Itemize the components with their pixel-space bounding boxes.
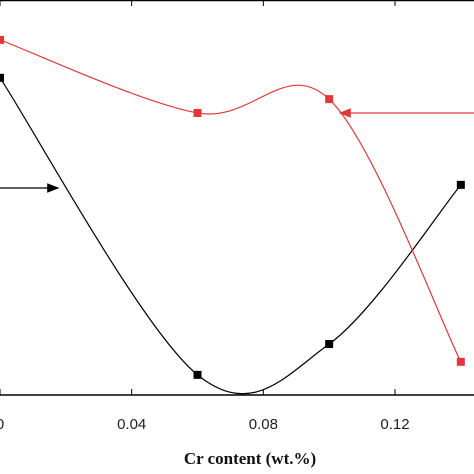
x-tick-label: 0.12 <box>380 416 409 433</box>
x-tick-label: 0.04 <box>117 416 146 433</box>
point-marker <box>0 35 4 44</box>
point-marker <box>193 108 202 117</box>
point-marker <box>325 95 334 104</box>
x-tick-label: 0.08 <box>249 416 278 433</box>
point-marker <box>193 370 202 379</box>
series-line <box>0 77 462 395</box>
x-axis-label: Cr content (wt.%) <box>184 449 316 468</box>
point-marker <box>0 73 4 82</box>
point-marker <box>456 357 465 366</box>
x-tick-label: 0 <box>0 416 4 433</box>
point-marker <box>325 340 334 349</box>
point-marker <box>456 180 465 189</box>
series-line <box>0 39 462 363</box>
